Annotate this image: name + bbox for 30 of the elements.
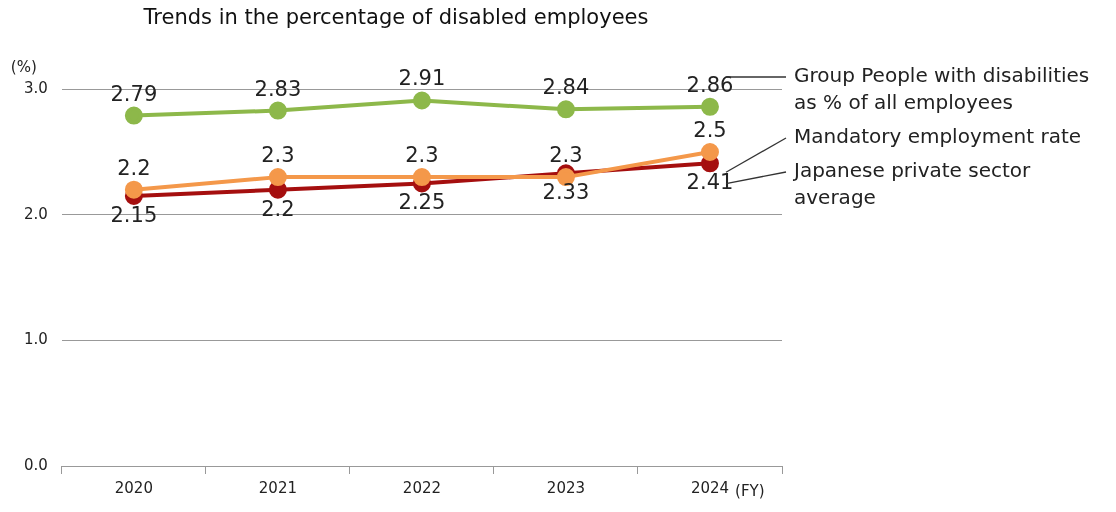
y-tick-label: 3.0 (24, 79, 48, 98)
data-label: 2.3 (549, 143, 583, 168)
data-label: 2.33 (542, 180, 590, 205)
text: Mandatory employment rate (794, 123, 1082, 148)
x-tick-label: 2024 (690, 478, 730, 497)
x-tick-label: 2020 (114, 478, 153, 497)
data-label: 2.25 (398, 190, 446, 215)
text: Japanese private sector average (792, 157, 1032, 209)
y-tick-label: 0.0 (24, 455, 48, 474)
x-tick-label: 2022 (402, 478, 442, 497)
data-label: 2.91 (398, 66, 446, 91)
data-label: 2.3 (405, 143, 439, 168)
text: Group People with disabilities as % of all employees (794, 62, 1090, 114)
data-label: 2.5 (693, 117, 727, 142)
data-label: 2.86 (686, 72, 734, 97)
data-label: 2.2 (261, 196, 295, 221)
y-tick-label: 2.0 (24, 204, 48, 223)
data-label: 2.2 (117, 155, 151, 180)
chart-title: Trends in the percentage of disabled employees (142, 5, 649, 30)
data-label: 2.3 (261, 143, 295, 168)
y-axis-title: (%) (10, 57, 37, 76)
data-label: 2.84 (542, 75, 590, 100)
data-label: 2.83 (254, 76, 302, 101)
data-label: 2.79 (110, 81, 158, 106)
x-tick-label: 2023 (546, 478, 586, 497)
y-tick-label: 1.0 (24, 330, 48, 349)
x-axis-title: (FY) (735, 481, 765, 500)
x-tick-label: 2021 (258, 478, 297, 497)
data-label: 2.41 (686, 170, 734, 195)
data-label: 2.15 (110, 202, 158, 227)
